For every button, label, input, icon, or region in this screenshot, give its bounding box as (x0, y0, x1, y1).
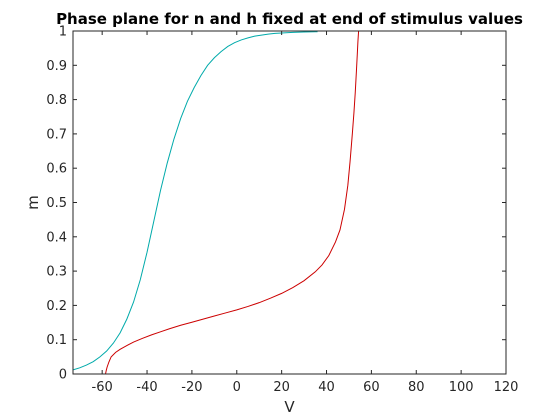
y-tick-label: 0.2 (46, 299, 67, 314)
series-line-2 (105, 30, 360, 375)
x-tick-label: 80 (408, 380, 425, 395)
x-tick-label: 0 (233, 380, 241, 395)
x-axis-label: V (284, 398, 295, 416)
y-axis-ticks: 0 0.1 0.2 0.3 0.4 0.5 0.6 0.7 0.8 0.9 1 (46, 25, 506, 383)
x-tick-label: 40 (318, 380, 335, 395)
plot-area (73, 31, 506, 374)
y-tick-label: 0 (59, 368, 67, 383)
x-tick-label: -20 (181, 380, 202, 395)
x-tick-label: -60 (92, 380, 113, 395)
x-tick-label: -40 (136, 380, 157, 395)
y-axis-label: m (24, 195, 42, 210)
y-tick-label: 0.6 (46, 162, 67, 177)
x-axis-ticks: -60 -40 -20 0 20 40 60 80 100 120 (92, 31, 519, 395)
x-tick-label: 100 (449, 380, 474, 395)
y-tick-label: 0.1 (46, 333, 67, 348)
y-tick-label: 0.4 (46, 230, 67, 245)
series-layer (72, 30, 360, 375)
y-tick-label: 0.9 (46, 59, 67, 74)
chart-title: Phase plane for n and h fixed at end of … (56, 10, 523, 28)
y-tick-label: 0.3 (46, 265, 67, 280)
y-tick-label: 0.5 (46, 196, 67, 211)
series-line-1 (72, 31, 318, 371)
x-tick-label: 120 (494, 380, 519, 395)
x-tick-label: 60 (363, 380, 380, 395)
y-tick-label: 0.7 (46, 127, 67, 142)
y-tick-label: 1 (59, 25, 67, 40)
y-tick-label: 0.8 (46, 93, 67, 108)
x-tick-label: 20 (273, 380, 290, 395)
